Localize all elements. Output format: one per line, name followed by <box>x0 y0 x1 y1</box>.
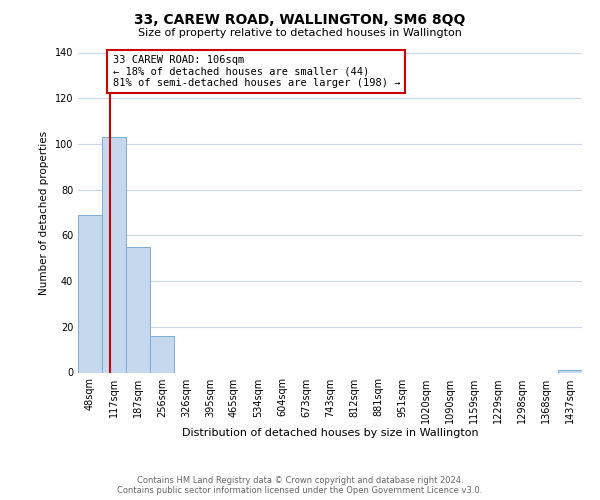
Bar <box>558 370 582 372</box>
Bar <box>126 247 150 372</box>
Text: 33 CAREW ROAD: 106sqm
← 18% of detached houses are smaller (44)
81% of semi-deta: 33 CAREW ROAD: 106sqm ← 18% of detached … <box>113 55 400 88</box>
Bar <box>102 137 126 372</box>
Text: Size of property relative to detached houses in Wallington: Size of property relative to detached ho… <box>138 28 462 38</box>
Bar <box>78 215 102 372</box>
Bar <box>150 336 174 372</box>
Text: Contains HM Land Registry data © Crown copyright and database right 2024.
Contai: Contains HM Land Registry data © Crown c… <box>118 476 482 495</box>
X-axis label: Distribution of detached houses by size in Wallington: Distribution of detached houses by size … <box>182 428 478 438</box>
Y-axis label: Number of detached properties: Number of detached properties <box>39 130 49 294</box>
Text: 33, CAREW ROAD, WALLINGTON, SM6 8QQ: 33, CAREW ROAD, WALLINGTON, SM6 8QQ <box>134 12 466 26</box>
